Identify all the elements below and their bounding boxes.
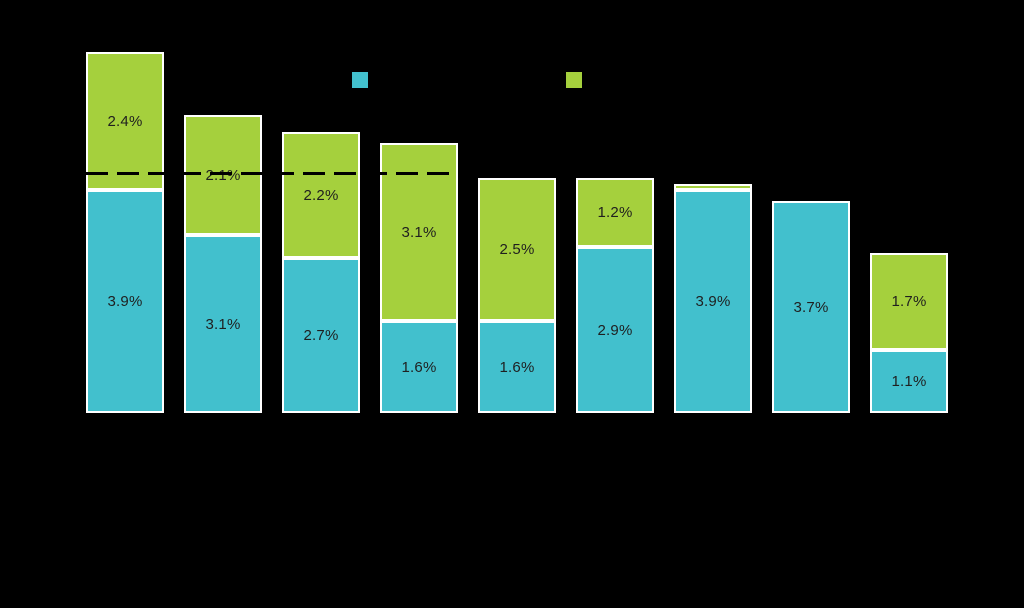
segment-value-label: 3.1%: [401, 223, 437, 241]
bar-8-bottom-segment: 3.7%: [772, 201, 850, 413]
bar-4-bottom-segment: 1.6%: [380, 321, 458, 413]
segment-value-label: 2.1%: [205, 166, 241, 184]
segment-value-label: 2.7%: [303, 327, 339, 344]
segment-value-label: 1.6%: [499, 358, 535, 376]
segment-value-label: 2.5%: [499, 241, 535, 258]
segment-value-label: 1.1%: [891, 373, 927, 390]
bar-5-top-segment: 2.5%: [478, 178, 556, 321]
bar-6-bottom-segment: 2.9%: [576, 247, 654, 413]
bar-1-bottom-segment: 3.9%: [86, 190, 164, 413]
bar-1-top-segment: 2.4%: [86, 52, 164, 190]
bar-5-bottom-segment: 1.6%: [478, 321, 556, 413]
segment-value-label: 3.7%: [793, 298, 829, 316]
bar-3-bottom-segment: 2.7%: [282, 258, 360, 413]
bar-7-top-segment: [674, 184, 752, 190]
legend-swatch-cyan-icon: [352, 72, 368, 88]
segment-value-label: 2.4%: [107, 112, 143, 130]
legend-swatch-green-icon: [566, 72, 582, 88]
segment-value-label: 3.1%: [205, 315, 241, 333]
bar-2-top-segment: 2.1%: [184, 115, 262, 235]
bar-7-bottom-segment: 3.9%: [674, 190, 752, 413]
segment-value-label: 3.9%: [107, 293, 143, 310]
segment-value-label: 1.2%: [597, 204, 633, 221]
segment-value-label: 3.9%: [695, 293, 731, 310]
segment-value-label: 1.6%: [401, 358, 437, 376]
bar-6-top-segment: 1.2%: [576, 178, 654, 247]
bar-4-top-segment: 3.1%: [380, 143, 458, 321]
reference-dashed-line: [86, 172, 948, 175]
segment-value-label: 2.9%: [597, 321, 633, 339]
segment-value-label: 2.2%: [303, 186, 339, 204]
bar-3-top-segment: 2.2%: [282, 132, 360, 258]
bar-2-bottom-segment: 3.1%: [184, 235, 262, 413]
bar-9-bottom-segment: 1.1%: [870, 350, 948, 413]
segment-value-label: 1.7%: [891, 293, 927, 310]
bar-9-top-segment: 1.7%: [870, 253, 948, 350]
